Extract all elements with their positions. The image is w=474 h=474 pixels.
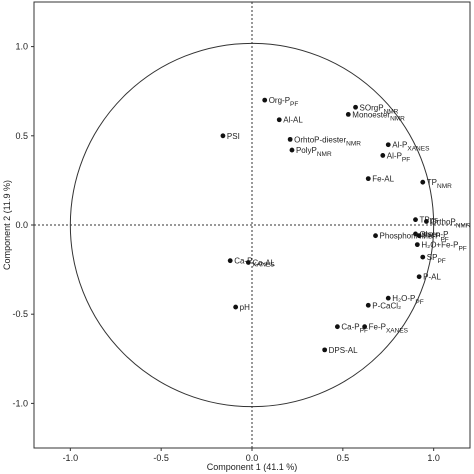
data-point: Al-PXANES	[385, 141, 430, 153]
data-point: Fe-PXANES	[362, 323, 409, 335]
data-point: OrthoPNMR	[424, 217, 471, 229]
point-label: Al-AL	[283, 116, 303, 125]
y-axis-label: Component 2 (11.9 %)	[2, 180, 12, 270]
data-point: P-CaCl₂	[365, 301, 401, 310]
point-label: Al-PXANES	[392, 141, 430, 153]
y-tick-label: -1.0	[12, 398, 28, 408]
data-point: DPS-AL	[322, 346, 358, 355]
point-marker	[424, 219, 429, 224]
point-marker	[287, 136, 293, 142]
point-label: Al-PPF	[387, 151, 410, 163]
data-point: TPNMR	[420, 178, 452, 190]
x-axis-label: Component 1 (41.1 %)	[207, 462, 298, 472]
y-tick-label: -0.5	[12, 309, 28, 319]
point-label: OrthoPNMR	[430, 217, 470, 229]
data-point: pH	[233, 303, 250, 312]
x-tick-label: 0.5	[337, 453, 350, 463]
point-marker	[420, 179, 426, 185]
data-point: Org-PPF	[262, 96, 298, 108]
point-marker	[289, 147, 295, 153]
point-label: SPPF	[427, 253, 446, 265]
y-axis-ticks: 1.0 0.5 0.0 -0.5 -1.0	[12, 42, 34, 408]
point-label: H₂O+Fe-PPF	[421, 241, 466, 253]
data-point: Fe-PPF	[416, 232, 449, 244]
point-label: Fe-PXANES	[369, 323, 409, 335]
data-point: Olsen-P	[413, 230, 448, 239]
point-label: OrhtoP-diesterNMR	[294, 135, 361, 147]
data-points: Org-PPF SOrgPNMR Al-AL MonoesterNMR PSI Orhto…	[220, 96, 471, 355]
point-marker	[245, 260, 251, 265]
point-label: MonoesterNMR	[352, 110, 405, 122]
x-tick-label: -0.5	[153, 453, 169, 463]
point-marker	[262, 97, 268, 103]
data-point: PolyPNMR	[289, 146, 332, 158]
y-tick-label: 1.0	[15, 42, 28, 52]
data-point: SPPF	[420, 253, 446, 265]
data-point: Ca-PXANES	[227, 257, 275, 269]
point-marker	[385, 142, 391, 148]
point-marker	[233, 304, 239, 310]
point-marker	[365, 302, 371, 308]
point-marker	[416, 274, 422, 280]
point-label: DPS-AL	[329, 346, 358, 355]
point-marker	[365, 176, 371, 182]
point-label: PhosphonNMR	[380, 232, 434, 241]
x-tick-label: 1.0	[427, 453, 440, 463]
data-point: Fe-AL	[365, 175, 395, 184]
data-point: Ca-AL	[245, 258, 276, 267]
point-label: SOrgPNMR	[360, 103, 399, 115]
point-label: P-CaCl₂	[372, 301, 401, 310]
point-label: Org-PPF	[269, 96, 299, 108]
point-marker	[362, 324, 368, 330]
data-point: SOrgPNMR	[353, 103, 399, 115]
point-marker	[345, 111, 351, 117]
point-label: PSI	[227, 132, 240, 141]
point-marker	[220, 133, 226, 139]
point-label: P-AL	[423, 273, 441, 282]
x-tick-label: 0.0	[246, 453, 259, 463]
point-label: Fe-AL	[372, 175, 394, 184]
point-label: TPNMR	[427, 178, 452, 190]
data-point: MonoesterNMR	[345, 110, 405, 122]
point-marker	[414, 242, 420, 248]
point-marker	[276, 117, 282, 123]
data-point: Al-PPF	[380, 151, 410, 163]
point-label: Ca-AL	[252, 258, 275, 267]
point-marker	[413, 217, 418, 223]
point-marker	[227, 258, 233, 264]
point-marker	[380, 153, 386, 158]
point-label: PolyPNMR	[296, 146, 332, 158]
point-label: H₂O-PPF	[392, 294, 423, 306]
x-tick-label: -1.0	[63, 453, 79, 463]
point-label: Ca-PXANES	[234, 257, 275, 269]
data-point: Ca-PPF	[334, 323, 368, 335]
point-label: TPps	[420, 216, 439, 225]
point-marker	[413, 231, 418, 237]
point-label: Ca-PPF	[341, 323, 368, 335]
point-marker	[373, 233, 378, 239]
point-marker	[385, 295, 391, 301]
y-tick-label: 0.5	[15, 131, 28, 141]
data-point: OrhtoP-diesterNMR	[287, 135, 361, 147]
x-axis-ticks: -1.0 -0.5 0.0 0.5 1.0	[63, 448, 440, 463]
data-point: TPps	[413, 216, 438, 225]
point-marker	[322, 347, 328, 353]
point-marker	[420, 254, 426, 260]
point-label: Fe-PPF	[423, 232, 449, 244]
data-point: H₂O-PPF	[385, 294, 424, 306]
data-point: H₂O+Fe-PPF	[414, 241, 467, 253]
y-tick-label: 0.0	[15, 220, 28, 230]
data-point: P-AL	[416, 273, 441, 282]
point-marker	[416, 233, 422, 239]
point-marker	[353, 104, 358, 110]
point-label: pH	[240, 303, 250, 312]
data-point: PhosphonNMR	[373, 232, 434, 241]
point-label: Olsen-P	[420, 230, 449, 239]
data-point: PSI	[220, 132, 240, 141]
point-marker	[334, 324, 340, 330]
data-point: Al-AL	[276, 116, 303, 125]
